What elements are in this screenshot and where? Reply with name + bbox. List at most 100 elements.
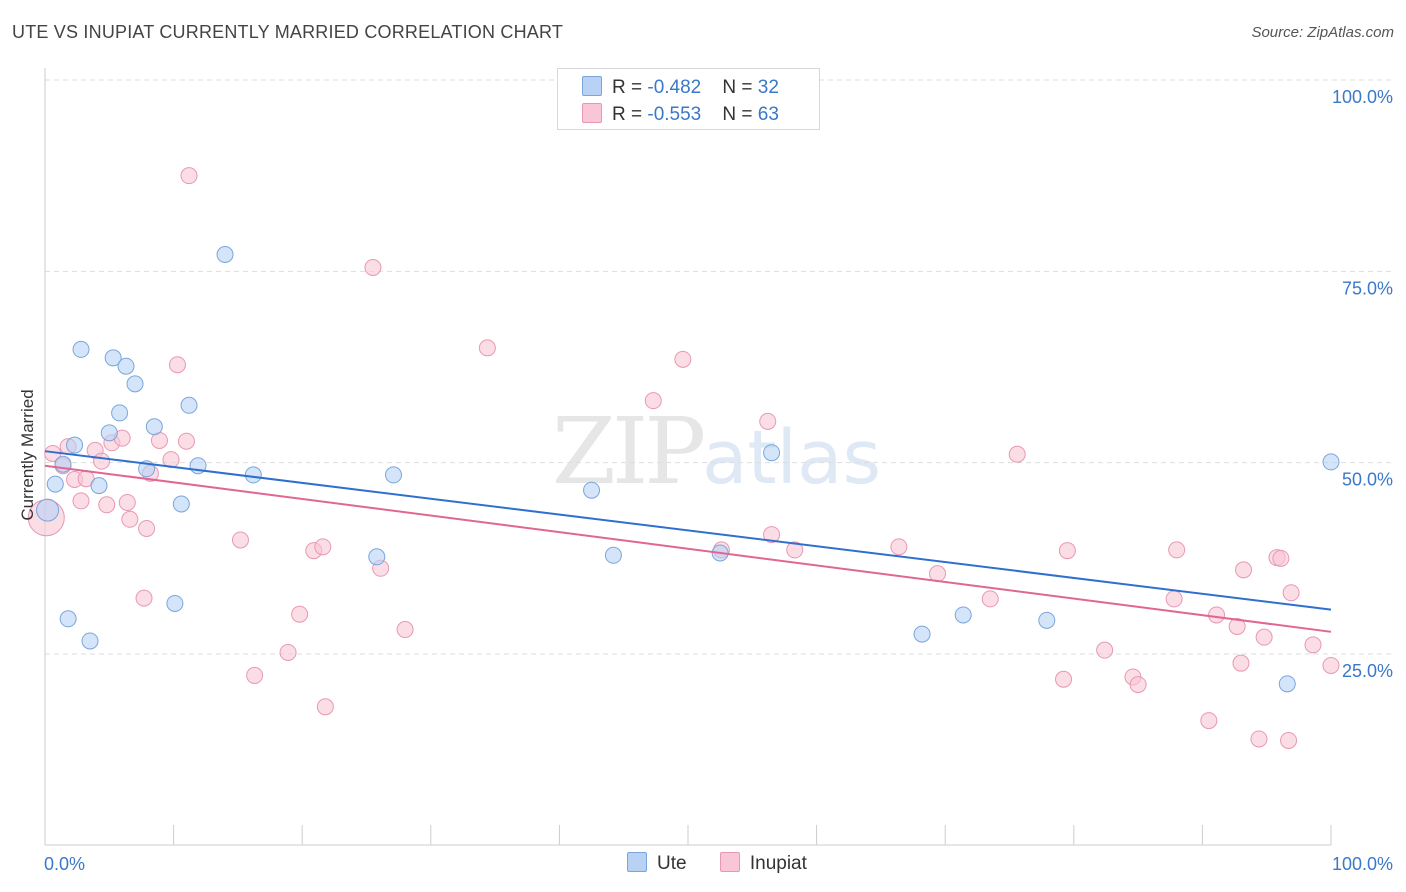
x-tick-label: 0.0%	[44, 854, 85, 874]
inupiat-point	[246, 666, 264, 684]
stats-legend: R = -0.482 N = 32 R = -0.553 N = 63	[557, 68, 820, 130]
chart-source: Source: ZipAtlas.com	[1251, 24, 1394, 41]
ute-points	[36, 245, 1340, 693]
axes	[44, 68, 1332, 846]
ute-point	[100, 424, 118, 442]
inupiat-point	[1208, 606, 1226, 624]
legend-item-ute[interactable]: Ute	[627, 852, 687, 875]
ute-point	[244, 466, 262, 484]
watermark-zip: ZIP	[552, 398, 706, 505]
inupiat-point	[180, 167, 198, 185]
ute-point	[54, 455, 72, 473]
x-tick-labels: 0.0% 100.0%	[44, 854, 1393, 874]
inupiat-point	[1322, 656, 1340, 674]
stats-legend-inupiat: R = -0.553 N = 63	[582, 103, 779, 127]
ute-legend-swatch	[627, 852, 647, 872]
y-tick-label: 75.0%	[1342, 278, 1393, 298]
ute-point	[385, 466, 403, 484]
inupiat-point	[396, 621, 414, 639]
y-axis-title: Currently Married	[18, 389, 37, 520]
series-legend: Ute Inupiat	[627, 852, 835, 875]
inupiat-point	[1228, 617, 1246, 635]
ute-n-label: N =	[722, 77, 758, 98]
y-tick-label: 25.0%	[1342, 661, 1393, 681]
ute-point	[72, 340, 90, 358]
inupiat-point	[121, 510, 139, 528]
legend-label-inupiat: Inupiat	[749, 853, 807, 874]
inupiat-point	[168, 356, 186, 374]
ute-point	[1038, 611, 1056, 629]
ute-point	[368, 548, 386, 566]
inupiat-point	[314, 538, 332, 556]
inupiat-point	[364, 259, 382, 277]
inupiat-point	[1096, 641, 1114, 659]
inupiat-point	[1055, 670, 1073, 688]
inupiat-point	[644, 392, 662, 410]
inupiat-point	[1272, 549, 1290, 567]
y-tick-labels: 25.0% 50.0% 75.0% 100.0%	[1332, 87, 1393, 681]
trend-lines	[44, 450, 1332, 633]
ute-point	[145, 418, 163, 436]
inupiat-point	[928, 565, 946, 583]
inupiat-point	[135, 589, 153, 607]
ute-point	[104, 349, 122, 367]
ute-trend-line	[44, 450, 1332, 611]
inupiat-point	[1129, 676, 1147, 694]
ute-point	[90, 477, 108, 495]
ute-point	[117, 357, 135, 375]
inupiat-point	[1304, 636, 1322, 654]
ute-point	[46, 475, 64, 493]
legend-label-ute: Ute	[657, 853, 687, 874]
grid-lines	[45, 79, 1394, 655]
ute-point	[66, 436, 84, 454]
inupiat-point	[1200, 712, 1218, 730]
inupiat-point	[177, 432, 195, 450]
inupiat-point	[98, 496, 116, 514]
inupiat-point	[1282, 584, 1300, 602]
inupiat-point	[890, 538, 908, 556]
inupiat-point	[72, 492, 90, 510]
ute-point	[126, 375, 144, 393]
inupiat-point	[1235, 561, 1253, 579]
ute-point	[216, 245, 234, 263]
ute-point	[913, 625, 931, 643]
ute-point	[583, 481, 601, 499]
inupiat-point	[1255, 628, 1273, 646]
ute-point	[604, 546, 622, 564]
chart-title: UTE VS INUPIAT CURRENTLY MARRIED CORRELA…	[12, 22, 564, 42]
ute-r-label: R =	[612, 77, 648, 98]
ute-point	[166, 594, 184, 612]
ute-point	[954, 606, 972, 624]
inupiat-point	[1232, 654, 1250, 672]
inupiat-point	[1058, 542, 1076, 560]
inupiat-point	[231, 531, 249, 549]
inupiat-point	[279, 643, 297, 661]
inupiat-n-label: N =	[722, 104, 758, 125]
inupiat-point	[763, 526, 781, 544]
inupiat-point	[478, 339, 496, 357]
inupiat-point	[1165, 590, 1183, 608]
legend-item-inupiat[interactable]: Inupiat	[719, 852, 807, 875]
inupiat-point	[759, 412, 777, 430]
ute-point	[180, 396, 198, 414]
watermark-atlas: atlas	[702, 415, 881, 501]
inupiat-legend-swatch	[719, 852, 740, 872]
inupiat-r-label: R =	[612, 104, 648, 125]
inupiat-n-value: 63	[757, 104, 779, 125]
inupiat-point	[786, 541, 804, 559]
inupiat-point	[316, 698, 334, 716]
ute-point	[1278, 675, 1296, 693]
inupiat-point	[1168, 541, 1186, 559]
ute-swatch	[582, 76, 602, 96]
ute-point	[36, 498, 60, 522]
ute-point	[111, 404, 129, 422]
inupiat-point	[981, 590, 999, 608]
ute-point	[763, 444, 781, 462]
inupiat-trend-line	[44, 464, 1332, 633]
inupiat-point	[674, 350, 692, 368]
ute-point	[59, 610, 77, 628]
y-tick-label: 100.0%	[1332, 87, 1393, 107]
ute-n-value: 32	[757, 77, 779, 98]
inupiat-point	[118, 493, 136, 511]
